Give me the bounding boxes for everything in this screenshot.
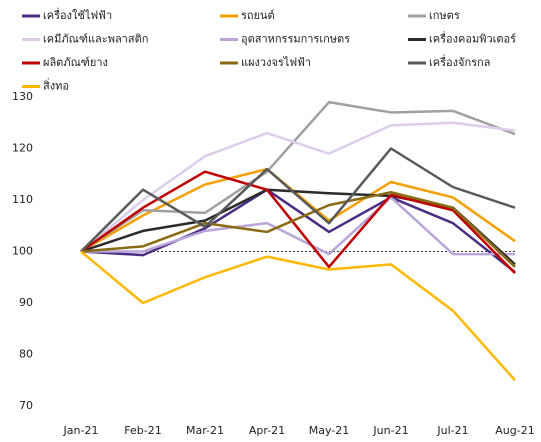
x-tick-label: Aug-21 [495, 424, 534, 437]
y-tick-label: 70 [19, 399, 33, 412]
y-tick-label: 130 [12, 90, 33, 103]
legend-label: แผงวงจรไฟฟ้า [241, 56, 311, 69]
x-tick-label: Apr-21 [249, 424, 285, 437]
legend-label: ผลิตภัณฑ์ยาง [43, 56, 108, 69]
series-line [80, 147, 516, 253]
legend-label: เครื่องใช้ไฟฟ้า [43, 7, 112, 22]
legend-label: เครื่องจักรกล [429, 54, 490, 69]
x-tick-label: Feb-21 [124, 424, 161, 437]
x-tick-label: Mar-21 [186, 424, 224, 437]
y-tick-label: 110 [12, 193, 33, 206]
series-line [80, 188, 516, 274]
legend-label: อุตสาหกรรมการเกษตร [241, 33, 350, 46]
legend-label: เครื่องคอมพิวเตอร์ [429, 31, 516, 46]
series-line [80, 170, 516, 275]
legend-label: เกษตร [429, 9, 460, 22]
series-line [81, 196, 515, 256]
series-line [80, 100, 516, 253]
x-tick-label: Jun-21 [372, 424, 408, 437]
x-tick-label: May-21 [309, 424, 350, 437]
y-tick-label: 100 [12, 245, 33, 258]
series-line [80, 191, 516, 268]
legend-label: สิ่งทอ [43, 78, 69, 93]
x-tick-label: Jan-21 [63, 424, 99, 437]
y-tick-label: 90 [19, 296, 33, 309]
series-line [80, 250, 516, 382]
legend-label: เคมีภัณฑ์และพลาสติก [43, 33, 148, 46]
y-tick-label: 80 [19, 348, 33, 361]
x-tick-label: Jul-21 [436, 424, 468, 437]
legend-label: รถยนต์ [241, 9, 275, 22]
series-line [80, 121, 516, 253]
y-tick-label: 120 [12, 142, 33, 155]
